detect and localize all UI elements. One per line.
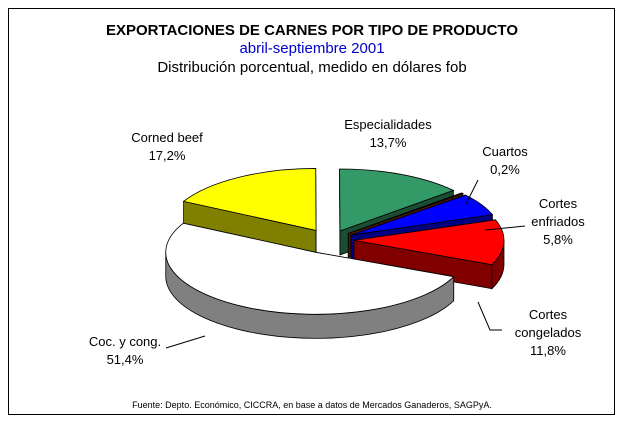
value-label: 13,7%	[369, 135, 407, 150]
value-label: 5,8%	[543, 232, 573, 247]
category-label: Cortes congelados	[514, 307, 582, 340]
source-note: Fuente: Depto. Económico, CICCRA, en bas…	[132, 400, 492, 410]
slice	[339, 168, 455, 232]
category-label: Cortes enfriados	[531, 196, 585, 229]
value-label: 51,4%	[106, 352, 144, 367]
leader-line	[165, 335, 206, 349]
category-label: Cuartos	[482, 144, 528, 159]
slice	[350, 194, 494, 236]
category-label: Corned beef	[131, 130, 203, 145]
slice	[182, 168, 317, 231]
slice	[353, 219, 505, 266]
category-label: Especialidades	[344, 117, 432, 132]
value-label: 11,8%	[530, 343, 566, 358]
slice-label: Cortes congelados 11,8%	[513, 306, 583, 360]
leader-line	[465, 179, 479, 205]
category-label: Coc. y cong.	[88, 334, 162, 349]
chart-title: EXPORTACIONES DE CARNES POR TIPO DE PROD…	[106, 22, 518, 39]
chart-subtitle: abril-septiembre 2001	[239, 40, 385, 57]
value-label: 0,2%	[490, 162, 520, 177]
slice-label: Cortes enfriados 5,8%	[525, 195, 591, 249]
slice-label: Especialidades 13,7%	[323, 116, 453, 152]
slice-label: Coc. y cong. 51,4%	[65, 333, 185, 369]
leader-line	[484, 225, 526, 231]
leader-lines	[165, 179, 526, 349]
slice-label: Corned beef 17,2%	[107, 129, 227, 165]
slice-label: Cuartos 0,2%	[460, 143, 550, 179]
pie	[165, 168, 505, 339]
leader-line	[477, 301, 502, 331]
slice	[165, 222, 455, 315]
chart-subtitle: Distribución porcentual, medido en dólar…	[157, 59, 467, 76]
slice	[348, 192, 464, 234]
value-label: 17,2%	[148, 148, 186, 163]
